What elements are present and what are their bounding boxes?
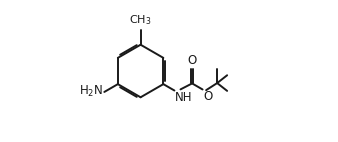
Text: NH: NH — [175, 91, 193, 104]
Text: CH$_3$: CH$_3$ — [129, 13, 152, 27]
Text: O: O — [203, 90, 213, 103]
Text: H$_2$N: H$_2$N — [79, 84, 103, 100]
Text: O: O — [188, 54, 197, 67]
